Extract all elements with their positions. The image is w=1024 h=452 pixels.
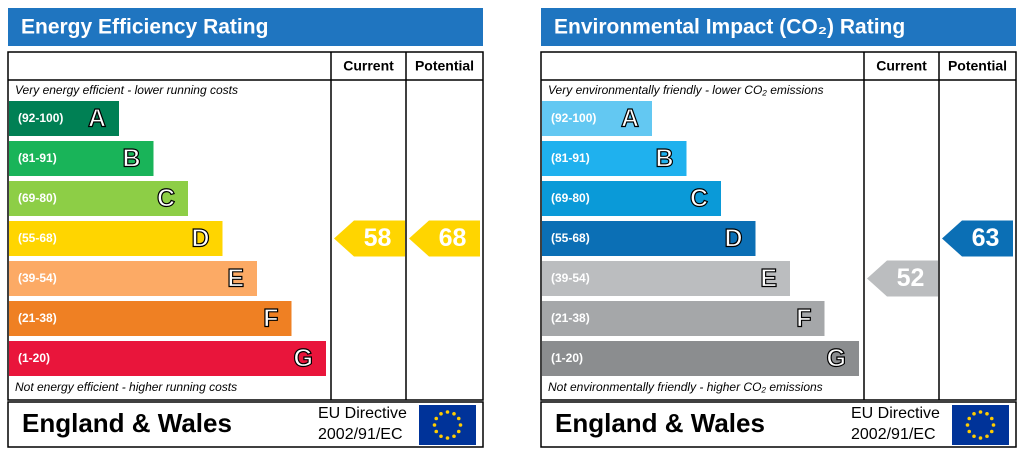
band-range: (21-38) (18, 311, 57, 325)
band-letter: D (724, 225, 742, 253)
column-header: Potential (948, 58, 1007, 74)
band-letter: G (827, 345, 846, 373)
band-bar (9, 301, 292, 336)
band-range: (92-100) (551, 111, 596, 125)
eu-star (439, 434, 443, 439)
band-bar (542, 261, 790, 296)
band-bar (9, 341, 326, 376)
band-range: (69-80) (18, 191, 57, 205)
band-letter: D (191, 225, 209, 253)
band-bar (542, 221, 756, 256)
footer-code: 2002/91/EC (318, 426, 403, 443)
band-range: (1-20) (551, 351, 583, 365)
rating-arrow (942, 220, 1013, 257)
band-bar (542, 181, 721, 216)
footer-region: England & Wales (22, 408, 232, 438)
footer-frame (7, 401, 484, 448)
band-bar (542, 341, 859, 376)
eu-star (978, 436, 983, 440)
eu-star (434, 416, 439, 421)
band-bar (9, 261, 257, 296)
title-bar (541, 8, 1016, 46)
band-range: (55-68) (551, 231, 590, 245)
table-frame (7, 51, 484, 401)
band-range: (81-91) (18, 151, 57, 165)
band-letter: B (655, 145, 673, 173)
eu-star (972, 434, 976, 439)
footer-directive: EU Directive (851, 405, 940, 422)
rating-arrow (334, 220, 405, 257)
band-letter: A (88, 105, 106, 133)
band-range: (21-38) (551, 311, 590, 325)
band-bar (542, 101, 652, 136)
band-range: (81-91) (551, 151, 590, 165)
eu-star (985, 411, 989, 416)
panel-title: Environmental Impact (CO₂) Rating (554, 16, 905, 39)
top-note: Very environmentally friendly - lower CO… (548, 83, 824, 97)
eu-star (445, 410, 450, 414)
eu-star (989, 429, 994, 434)
title-bar (8, 8, 483, 46)
band-letter: E (760, 265, 777, 293)
band-bar (9, 101, 119, 136)
column-header: Potential (415, 58, 474, 74)
band-bar (542, 141, 687, 176)
footer-region: England & Wales (555, 408, 765, 438)
rating-value: 58 (364, 224, 392, 252)
band-bar (9, 181, 188, 216)
top-note: Very energy efficient - lower running co… (15, 83, 238, 97)
eu-star (967, 416, 972, 421)
eu-star (985, 434, 989, 439)
band-range: (39-54) (551, 271, 590, 285)
footer-directive: EU Directive (318, 405, 407, 422)
band-letter: E (227, 265, 244, 293)
eu-star (967, 429, 972, 434)
band-bar (9, 221, 223, 256)
band-letter: G (294, 345, 313, 373)
column-header: Current (343, 58, 394, 74)
table-frame (540, 51, 1017, 401)
band-letter: A (621, 105, 639, 133)
eu-star (434, 429, 439, 434)
rating-value: 52 (897, 264, 925, 292)
eu-star (432, 423, 437, 427)
band-range: (69-80) (551, 191, 590, 205)
rating-value: 68 (439, 224, 467, 252)
eu-star (445, 436, 450, 440)
bottom-note: Not energy efficient - higher running co… (15, 380, 237, 394)
band-range: (1-20) (18, 351, 50, 365)
footer-code: 2002/91/EC (851, 426, 936, 443)
panel-title: Energy Efficiency Rating (21, 16, 268, 39)
eu-star (458, 423, 463, 427)
rating-arrow (867, 260, 938, 297)
band-letter: C (690, 185, 708, 213)
band-range: (55-68) (18, 231, 57, 245)
band-letter: F (796, 305, 811, 333)
eu-star (452, 411, 456, 416)
footer-frame (540, 401, 1017, 448)
band-range: (92-100) (18, 111, 63, 125)
eu-star (456, 429, 461, 434)
band-letter: B (122, 145, 140, 173)
eu-star (965, 423, 970, 427)
column-header: Current (876, 58, 927, 74)
band-letter: C (157, 185, 175, 213)
eu-star (989, 416, 994, 421)
bottom-note: Not environmentally friendly - higher CO… (548, 380, 823, 394)
eu-star (972, 411, 976, 416)
eu-star (456, 416, 461, 421)
band-range: (39-54) (18, 271, 57, 285)
eu-star (991, 423, 996, 427)
band-bar (542, 301, 825, 336)
band-bar (9, 141, 154, 176)
eu-star (452, 434, 456, 439)
eu-star (978, 410, 983, 414)
rating-value: 63 (972, 224, 1000, 252)
rating-arrow (409, 220, 480, 257)
eu-star (439, 411, 443, 416)
band-letter: F (263, 305, 278, 333)
